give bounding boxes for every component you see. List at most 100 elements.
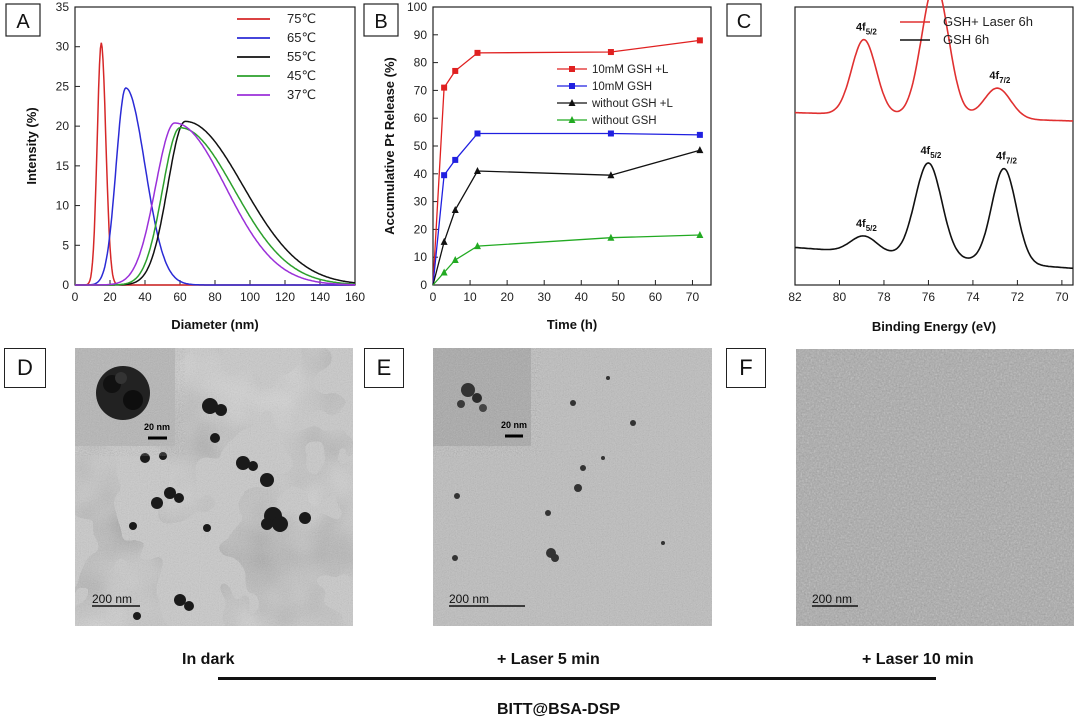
data-point-b-1-4 xyxy=(607,130,614,137)
scale-bar-d: 200 nm xyxy=(92,592,132,606)
x-tick-label-a-1: 20 xyxy=(103,290,117,304)
data-point-b-3-5 xyxy=(696,230,704,238)
legend-swatch-b-0 xyxy=(569,66,575,72)
peak-label-c-0-2: 4f7/2 xyxy=(989,70,1010,85)
panel-d-label: D xyxy=(4,348,46,388)
x-tick-label-a-6: 120 xyxy=(275,290,295,304)
x-tick-label-a-7: 140 xyxy=(310,290,330,304)
series-line-c-1 xyxy=(794,162,1074,270)
panel-e-label: E xyxy=(364,348,404,388)
tem-image-e-graphic: 20 nm 200 nm xyxy=(433,348,712,626)
y-tick-label-b-9: 90 xyxy=(414,28,428,42)
y-tick-label-b-6: 60 xyxy=(414,111,428,125)
y-tick-label-b-1: 10 xyxy=(414,250,428,264)
x-tick-label-b-4: 40 xyxy=(575,290,589,304)
charts-row: A 0 20 40 60 80 100 120 140 16005101520253035Dia… xyxy=(5,0,1074,334)
y-tick-label-a-4: 20 xyxy=(56,119,70,133)
y-tick-label-a-2: 10 xyxy=(56,199,70,213)
legend-label-a-1: 65℃ xyxy=(287,30,316,45)
x-tick-label-b-0: 0 xyxy=(430,290,437,304)
y-tick-label-b-8: 80 xyxy=(414,56,428,70)
legend-label-b-1: 10mM GSH xyxy=(592,81,652,93)
peak-label-c-1-2: 4f7/2 xyxy=(996,151,1017,166)
x-tick-label-b-5: 50 xyxy=(612,290,626,304)
x-tick-label-c-2: 78 xyxy=(877,290,891,304)
y-axis-title-a: Intensity (%) xyxy=(24,107,39,184)
peak-label-c-1-1: 4f5/2 xyxy=(920,145,941,160)
y-axis-title-b: Accumulative Pt Release (%) xyxy=(382,57,397,235)
tem-image-d: 20 nm 200 nm xyxy=(75,348,353,626)
panel-b-label: B xyxy=(374,11,387,33)
tem-image-f: 200 nm xyxy=(796,349,1074,626)
series-line-a-3 xyxy=(75,126,355,286)
data-point-b-3-1 xyxy=(440,268,448,276)
data-point-b-2-4 xyxy=(607,171,615,179)
x-tick-label-a-8: 160 xyxy=(345,290,365,304)
y-tick-label-a-6: 30 xyxy=(56,40,70,54)
nanoparticles-d xyxy=(129,398,311,620)
peak-label-main-c-0-0: 4f xyxy=(856,22,866,34)
legend-label-b-3: without GSH xyxy=(591,115,657,127)
data-point-b-0-4 xyxy=(607,49,614,56)
data-point-b-2-2 xyxy=(451,205,459,213)
x-tick-label-c-0: 82 xyxy=(788,290,802,304)
series-line-b-3 xyxy=(432,234,700,286)
data-point-b-0-2 xyxy=(452,67,459,74)
x-tick-label-c-1: 80 xyxy=(833,290,847,304)
data-point-b-1-3 xyxy=(474,130,481,137)
panel-b: B 0 10 20 30 40 50 60 70 0 10 20 30 40 50 60 70 80 90 100 T… xyxy=(363,0,712,332)
data-point-b-0-5 xyxy=(696,37,703,44)
x-tick-label-a-5: 100 xyxy=(240,290,260,304)
x-tick-label-b-1: 10 xyxy=(463,290,477,304)
peak-label-sub-c-1-0: 5/2 xyxy=(866,224,878,233)
plot-b: 0 10 20 30 40 50 60 70 0 10 20 30 40 50 60 70 80 90 100 Tim… xyxy=(382,0,712,332)
data-point-b-2-3 xyxy=(473,167,481,175)
y-tick-label-a-0: 0 xyxy=(62,278,69,292)
tem-image-e: 20 nm 200 nm xyxy=(433,348,712,626)
scale-bar-f: 200 nm xyxy=(812,592,852,606)
data-point-b-1-2 xyxy=(452,156,459,163)
peak-label-c-0-0: 4f5/2 xyxy=(856,22,877,37)
peak-label-sub-c-0-0: 5/2 xyxy=(866,28,878,37)
legend-label-a-4: 37℃ xyxy=(287,87,316,102)
caption-laser-5min: + Laser 5 min xyxy=(497,651,600,668)
legend-label-c-0: GSH+ Laser 6h xyxy=(943,14,1033,29)
peak-label-main-c-1-2: 4f xyxy=(996,151,1006,163)
data-point-b-3-2 xyxy=(451,255,459,263)
plot-b-frame xyxy=(432,6,712,286)
panel-b-label-box xyxy=(363,3,399,37)
peak-label-c-1-0: 4f5/2 xyxy=(856,218,877,233)
data-point-b-3-4 xyxy=(607,233,615,241)
inset-scale-d: 20 nm xyxy=(144,422,170,432)
sample-divider-line xyxy=(218,677,936,680)
peak-label-main-c-0-2: 4f xyxy=(989,70,999,82)
panel-a: A 0 20 40 60 80 100 120 140 160 0 5 10 15 20 25 30 35 Dia… xyxy=(5,0,365,332)
x-tick-label-c-5: 72 xyxy=(1011,290,1025,304)
y-tick-label-b-10: 100 xyxy=(407,0,427,14)
x-tick-label-a-4: 80 xyxy=(208,290,222,304)
legend-label-c-1: GSH 6h xyxy=(943,32,989,47)
legend-label-a-2: 55℃ xyxy=(287,49,316,64)
x-tick-label-b-6: 60 xyxy=(649,290,663,304)
data-point-b-0-1 xyxy=(441,84,448,91)
legend-label-b-2: without GSH +L xyxy=(591,98,673,110)
data-point-b-1-1 xyxy=(441,172,448,179)
tem-image-d-graphic: 20 nm 200 nm xyxy=(75,348,353,626)
x-tick-label-c-3: 76 xyxy=(922,290,936,304)
data-point-b-2-5 xyxy=(696,146,704,154)
scale-bar-e: 200 nm xyxy=(449,592,489,606)
y-tick-label-b-3: 30 xyxy=(414,195,428,209)
y-tick-label-a-3: 15 xyxy=(56,159,70,173)
x-tick-label-a-3: 60 xyxy=(173,290,187,304)
caption-laser-10min: + Laser 10 min xyxy=(862,651,974,668)
x-tick-label-b-2: 20 xyxy=(500,290,514,304)
x-tick-label-a-2: 40 xyxy=(138,290,152,304)
plot-c-frame xyxy=(794,6,1074,286)
x-axis-title-b: Time (h) xyxy=(547,317,597,332)
peak-label-sub-c-1-1: 5/2 xyxy=(930,151,942,160)
legend-swatch-b-2 xyxy=(568,99,576,106)
panel-c-label-box xyxy=(726,3,762,37)
x-tick-label-b-7: 70 xyxy=(686,290,700,304)
